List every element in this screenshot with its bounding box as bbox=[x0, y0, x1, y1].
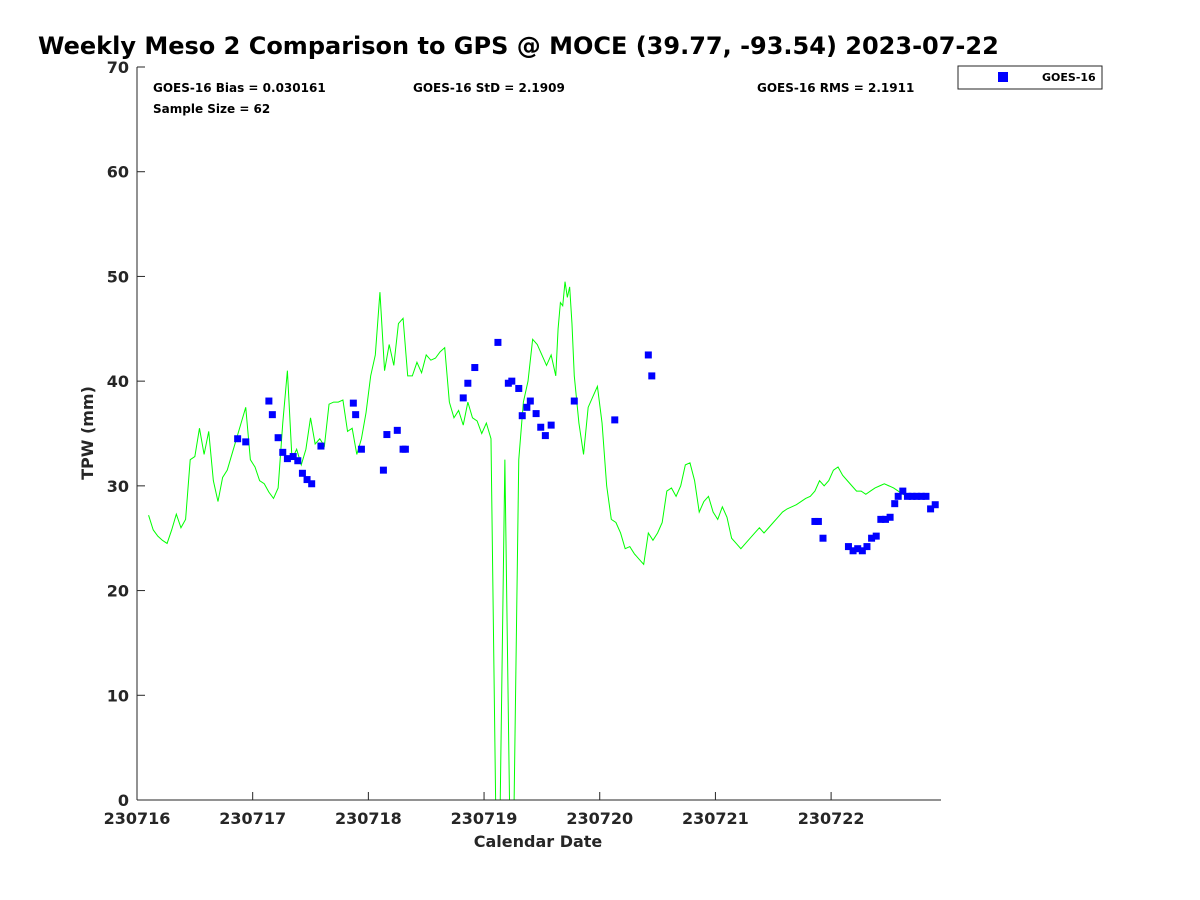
goes16-point bbox=[401, 445, 409, 453]
gps-line bbox=[148, 281, 913, 801]
x-axis-label: Calendar Date bbox=[474, 832, 603, 851]
goes16-point bbox=[922, 492, 930, 500]
goes16-point bbox=[547, 421, 555, 429]
x-tick-label: 230716 bbox=[104, 809, 171, 828]
legend: GOES-16 bbox=[957, 65, 1103, 90]
x-tick-label: 230717 bbox=[219, 809, 286, 828]
goes16-point bbox=[274, 434, 282, 442]
goes16-point bbox=[352, 411, 360, 419]
goes16-point bbox=[518, 412, 526, 420]
goes16-point bbox=[854, 545, 862, 553]
goes16-point bbox=[283, 455, 291, 463]
std-annotation: GOES-16 StD = 2.1909 bbox=[413, 81, 565, 95]
goes16-point bbox=[393, 426, 401, 434]
goes16-point bbox=[308, 480, 316, 488]
goes16-point bbox=[903, 492, 911, 500]
goes16-point bbox=[234, 435, 242, 443]
goes16-point bbox=[464, 379, 472, 387]
goes16-point bbox=[849, 547, 857, 555]
goes16-point bbox=[383, 431, 391, 439]
goes16-point bbox=[894, 492, 902, 500]
y-ticks: 0 10 20 30 40 50 60 70 bbox=[107, 58, 145, 810]
chart-title: Weekly Meso 2 Comparison to GPS @ MOCE (… bbox=[38, 32, 999, 60]
goes16-point bbox=[868, 534, 876, 542]
goes16-point bbox=[357, 445, 365, 453]
goes16-point bbox=[908, 492, 916, 500]
plot-background bbox=[137, 67, 941, 800]
goes16-point bbox=[927, 505, 935, 513]
goes16-point bbox=[819, 534, 827, 542]
goes16-point bbox=[508, 377, 516, 385]
x-tick-label: 230722 bbox=[798, 809, 865, 828]
goes16-point bbox=[471, 364, 479, 372]
x-tick-label: 230720 bbox=[566, 809, 633, 828]
goes16-point bbox=[570, 397, 578, 405]
goes16-point bbox=[917, 492, 925, 500]
goes16-point bbox=[294, 457, 302, 465]
x-tick-label: 230718 bbox=[335, 809, 402, 828]
goes16-point bbox=[844, 543, 852, 551]
goes16-point bbox=[265, 397, 273, 405]
goes16-point bbox=[611, 416, 619, 424]
gps-series bbox=[148, 281, 913, 801]
goes16-point bbox=[891, 500, 899, 508]
goes16-point bbox=[298, 469, 306, 477]
goes16-point bbox=[268, 411, 276, 419]
legend-box bbox=[957, 65, 1103, 90]
goes16-point bbox=[644, 351, 652, 359]
goes16-point bbox=[648, 372, 656, 380]
goes16-point bbox=[459, 394, 467, 402]
goes-series bbox=[234, 338, 939, 555]
goes16-point bbox=[863, 543, 871, 551]
x-tick-label: 230719 bbox=[451, 809, 518, 828]
y-tick-label: 40 bbox=[107, 372, 129, 391]
x-ticks: 230716 230717 230718 230719 230720 230721 2307… bbox=[104, 792, 865, 828]
goes16-point bbox=[541, 432, 549, 440]
legend-label-goes16: GOES-16 bbox=[1042, 71, 1096, 84]
goes16-point bbox=[913, 492, 921, 500]
bias-annotation: GOES-16 Bias = 0.030161 bbox=[153, 81, 326, 95]
y-tick-label: 0 bbox=[118, 791, 129, 810]
goes16-point bbox=[886, 513, 894, 521]
y-tick-label: 50 bbox=[107, 267, 129, 286]
plot-area: 0 10 20 30 40 50 60 70 230716 230717 230718 230719… bbox=[104, 58, 941, 828]
legend-marker-goes16 bbox=[998, 72, 1008, 82]
goes16-point bbox=[858, 547, 866, 555]
x-tick-label: 230721 bbox=[682, 809, 749, 828]
goes16-point bbox=[349, 399, 357, 407]
goes16-point bbox=[523, 403, 531, 411]
rms-annotation: GOES-16 RMS = 2.1911 bbox=[757, 81, 914, 95]
goes16-point bbox=[532, 410, 540, 418]
goes16-point bbox=[242, 438, 250, 446]
y-tick-label: 70 bbox=[107, 58, 129, 77]
y-tick-label: 10 bbox=[107, 686, 129, 705]
goes16-point bbox=[289, 453, 297, 461]
goes16-point bbox=[877, 515, 885, 523]
goes16-point bbox=[303, 476, 311, 484]
sample-size-annotation: Sample Size = 62 bbox=[153, 102, 270, 116]
y-axis-label: TPW (mm) bbox=[78, 386, 97, 480]
goes16-point bbox=[931, 501, 939, 509]
goes16-point bbox=[494, 338, 502, 346]
goes16-point bbox=[872, 532, 880, 540]
goes16-point bbox=[881, 515, 889, 523]
goes16-point bbox=[317, 442, 325, 450]
goes16-point bbox=[379, 466, 387, 474]
goes16-point bbox=[526, 397, 534, 405]
goes16-point bbox=[814, 517, 822, 525]
y-tick-label: 30 bbox=[107, 477, 129, 496]
y-tick-label: 20 bbox=[107, 582, 129, 601]
y-tick-label: 60 bbox=[107, 163, 129, 182]
goes16-point bbox=[537, 423, 545, 431]
goes16-point bbox=[899, 487, 907, 495]
goes16-point bbox=[279, 448, 287, 456]
goes16-point bbox=[515, 384, 523, 392]
